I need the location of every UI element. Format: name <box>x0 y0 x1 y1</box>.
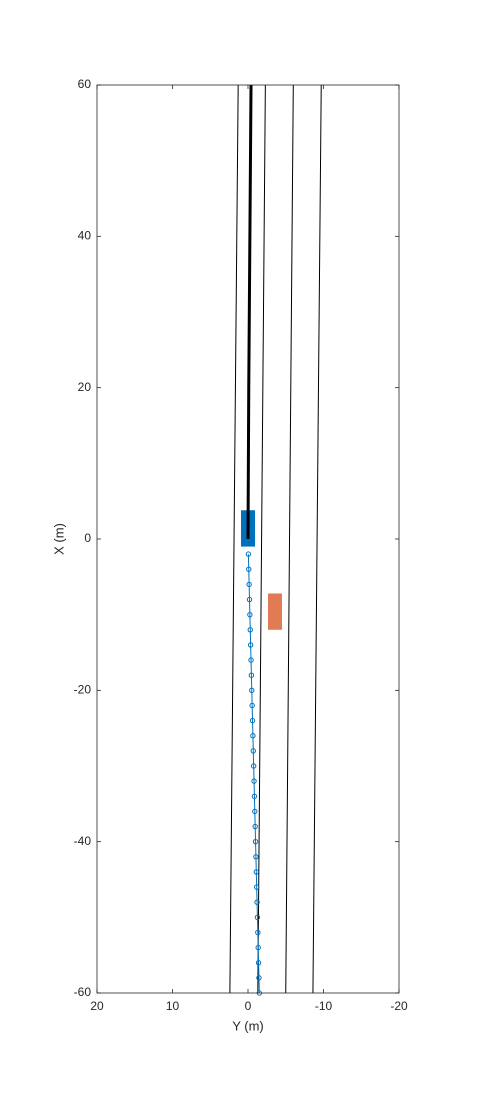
lane-line <box>229 84 239 994</box>
x-tick-label: 20 <box>90 999 104 1013</box>
waypoint <box>250 748 256 754</box>
waypoint <box>256 975 262 981</box>
waypoint <box>249 702 255 709</box>
waypoint <box>246 596 253 603</box>
waypoint <box>255 929 261 936</box>
waypoint <box>248 657 254 663</box>
waypoint <box>246 581 252 588</box>
vehicle <box>268 593 282 630</box>
waypoint <box>245 551 252 557</box>
waypoint <box>253 854 259 860</box>
y-tick-label: -40 <box>74 834 92 848</box>
waypoint <box>251 793 258 799</box>
lane-line <box>257 84 266 994</box>
x-axis-label: Y (m) <box>232 1018 264 1033</box>
x-tick-label: 10 <box>166 999 180 1013</box>
waypoint <box>253 884 260 890</box>
x-tick-label: 0 <box>245 999 252 1013</box>
y-tick-label: 0 <box>84 531 91 545</box>
y-tick-label: -20 <box>74 683 92 697</box>
lane-line <box>312 84 322 994</box>
waypoint <box>250 763 257 769</box>
waypoint <box>254 899 260 905</box>
waypoint <box>253 869 260 875</box>
lane-line <box>246 84 253 540</box>
waypoint <box>252 838 259 845</box>
waypoint <box>250 733 256 739</box>
waypoint <box>246 566 252 572</box>
y-tick-label: 20 <box>78 380 92 394</box>
waypoint <box>252 823 258 830</box>
y-tick-label: -60 <box>74 985 92 999</box>
waypoint <box>249 717 256 724</box>
waypoint <box>251 778 257 784</box>
waypoint <box>248 672 255 678</box>
waypoint <box>249 687 255 694</box>
waypoint <box>247 642 254 648</box>
waypoint <box>255 944 261 951</box>
waypoint <box>247 627 253 633</box>
waypoint <box>254 914 261 921</box>
waypoint <box>255 960 262 966</box>
y-tick-label: 40 <box>78 229 92 243</box>
y-tick-label: 60 <box>78 77 92 91</box>
lane-line <box>285 84 294 994</box>
y-axis-label: X (m) <box>51 523 66 555</box>
waypoint <box>247 611 253 618</box>
x-tick-label: -20 <box>390 999 408 1013</box>
waypoint <box>252 808 258 815</box>
x-tick-label: -10 <box>315 999 333 1013</box>
